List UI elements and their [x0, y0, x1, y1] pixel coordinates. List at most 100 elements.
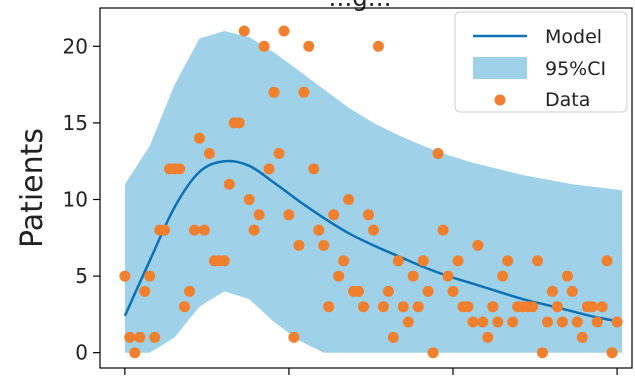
data-point	[472, 239, 484, 251]
data-point	[243, 194, 255, 205]
data-point	[432, 148, 444, 159]
data-point	[338, 255, 350, 267]
ci-band	[124, 31, 623, 353]
data-point	[596, 301, 608, 313]
data-point	[149, 331, 161, 343]
data-point	[591, 316, 603, 328]
data-point	[189, 224, 200, 236]
legend-data-label: Data	[545, 89, 590, 111]
data-point	[427, 347, 439, 359]
data-point	[248, 224, 260, 236]
data-point	[139, 285, 151, 297]
data-point	[467, 316, 479, 328]
data-point	[611, 316, 623, 328]
data-point	[377, 301, 389, 313]
legend: Model 95%CI Data	[454, 11, 628, 113]
data-point	[497, 270, 509, 282]
data-point	[606, 347, 618, 359]
data-point	[343, 194, 355, 205]
data-point	[372, 40, 384, 52]
data-point	[576, 331, 588, 343]
data-point	[238, 25, 250, 37]
data-point	[542, 316, 553, 328]
data-point	[462, 301, 474, 313]
data-point	[223, 178, 235, 190]
data-point	[368, 224, 379, 236]
y-tick-label: 0	[75, 341, 88, 365]
y-tick-label: 15	[63, 111, 88, 135]
data-point	[323, 301, 335, 313]
data-point	[273, 148, 285, 159]
legend-model-label: Model	[545, 26, 602, 48]
data-point	[278, 25, 290, 37]
data-point	[253, 209, 265, 221]
data-point	[551, 301, 563, 313]
data-point	[437, 224, 449, 236]
data-point	[124, 331, 136, 343]
data-point	[487, 301, 499, 313]
data-point	[566, 285, 578, 297]
data-point	[328, 209, 340, 221]
data-point	[318, 239, 330, 251]
data-point	[537, 347, 548, 359]
plot-area	[119, 25, 623, 359]
data-point	[507, 316, 519, 328]
data-point	[402, 316, 414, 328]
legend-ci-swatch	[473, 57, 527, 79]
data-point	[571, 316, 583, 328]
y-tick-label: 5	[75, 264, 88, 288]
data-point	[144, 270, 156, 282]
data-point	[129, 347, 141, 359]
chart-title: …g…	[328, 0, 391, 12]
data-point	[218, 255, 230, 267]
data-point	[382, 285, 394, 297]
data-point	[452, 255, 464, 267]
x-axis	[124, 368, 618, 375]
data-point	[397, 301, 409, 313]
data-point	[313, 224, 325, 236]
data-point	[387, 331, 399, 343]
data-point	[417, 255, 429, 267]
legend-data-swatch	[494, 94, 506, 106]
data-point	[198, 224, 210, 236]
data-point	[353, 285, 364, 297]
plot-frame	[99, 7, 633, 369]
data-point	[134, 331, 146, 343]
data-point	[308, 163, 320, 175]
data-point	[268, 86, 280, 98]
data-point	[119, 270, 131, 282]
data-point	[422, 285, 434, 297]
data-point	[527, 301, 539, 313]
data-point	[303, 40, 315, 52]
data-point	[492, 316, 504, 328]
data-point	[203, 148, 215, 159]
data-point	[601, 255, 613, 267]
data-point	[258, 40, 270, 52]
y-tick-label: 10	[63, 187, 88, 211]
data-point	[263, 163, 275, 175]
data-point	[288, 331, 300, 343]
data-point	[193, 132, 205, 144]
data-point	[407, 270, 419, 282]
data-point	[442, 270, 454, 282]
data-point	[283, 209, 295, 221]
data-point	[179, 301, 190, 313]
data-point	[586, 301, 598, 313]
data-point	[159, 224, 171, 236]
data-point	[293, 239, 305, 251]
data-point	[184, 285, 195, 297]
data-point	[532, 255, 543, 267]
data-point	[412, 301, 424, 313]
y-axis: 0 5 10 15 20	[63, 34, 100, 365]
y-axis-label: Patients	[15, 128, 50, 248]
model-line	[123, 159, 623, 324]
data-point	[556, 316, 568, 328]
data-point	[363, 209, 374, 221]
data-point	[174, 163, 186, 175]
y-tick-label: 20	[63, 34, 88, 58]
data-point	[482, 331, 494, 343]
data-point	[546, 285, 558, 297]
data-point	[561, 270, 573, 282]
